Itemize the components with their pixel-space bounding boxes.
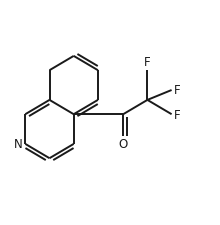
Text: O: O [119,138,128,151]
Text: F: F [174,84,180,97]
Text: F: F [174,108,180,121]
Text: N: N [14,138,23,151]
Text: F: F [144,56,151,69]
